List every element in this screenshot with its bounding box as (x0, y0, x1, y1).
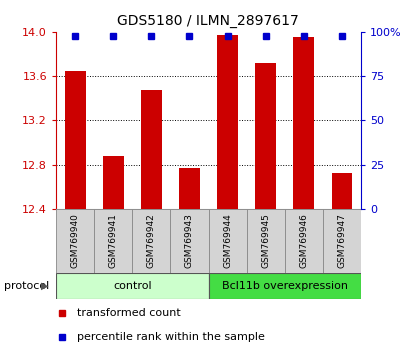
Bar (247, 209, 285, 273)
Text: GSM769944: GSM769944 (223, 213, 232, 268)
Bar (323, 209, 361, 273)
Text: GDS5180 / ILMN_2897617: GDS5180 / ILMN_2897617 (117, 14, 298, 28)
Text: GSM769947: GSM769947 (337, 213, 347, 268)
Bar (209, 273, 361, 299)
Text: GSM769945: GSM769945 (261, 213, 270, 268)
Text: GSM769941: GSM769941 (109, 213, 118, 268)
Text: GSM769942: GSM769942 (147, 213, 156, 268)
Bar (141, 91, 162, 209)
Bar (56, 209, 94, 273)
Bar (94, 209, 132, 273)
Bar (171, 209, 209, 273)
Bar (103, 156, 124, 209)
Bar (179, 168, 200, 209)
Text: GSM769940: GSM769940 (71, 213, 80, 268)
Text: ▶: ▶ (41, 281, 48, 291)
Bar (132, 209, 171, 273)
Bar (285, 209, 323, 273)
Text: Bcl11b overexpression: Bcl11b overexpression (222, 281, 348, 291)
Text: transformed count: transformed count (77, 308, 181, 318)
Bar (209, 209, 247, 273)
Text: GSM769943: GSM769943 (185, 213, 194, 268)
Text: GSM769946: GSM769946 (299, 213, 308, 268)
Bar (217, 35, 238, 209)
Bar (56, 273, 209, 299)
Text: control: control (113, 281, 151, 291)
Bar (65, 70, 85, 209)
Bar (255, 63, 276, 209)
Bar (332, 173, 352, 209)
Bar (293, 38, 314, 209)
Text: protocol: protocol (4, 281, 49, 291)
Text: percentile rank within the sample: percentile rank within the sample (77, 332, 265, 342)
